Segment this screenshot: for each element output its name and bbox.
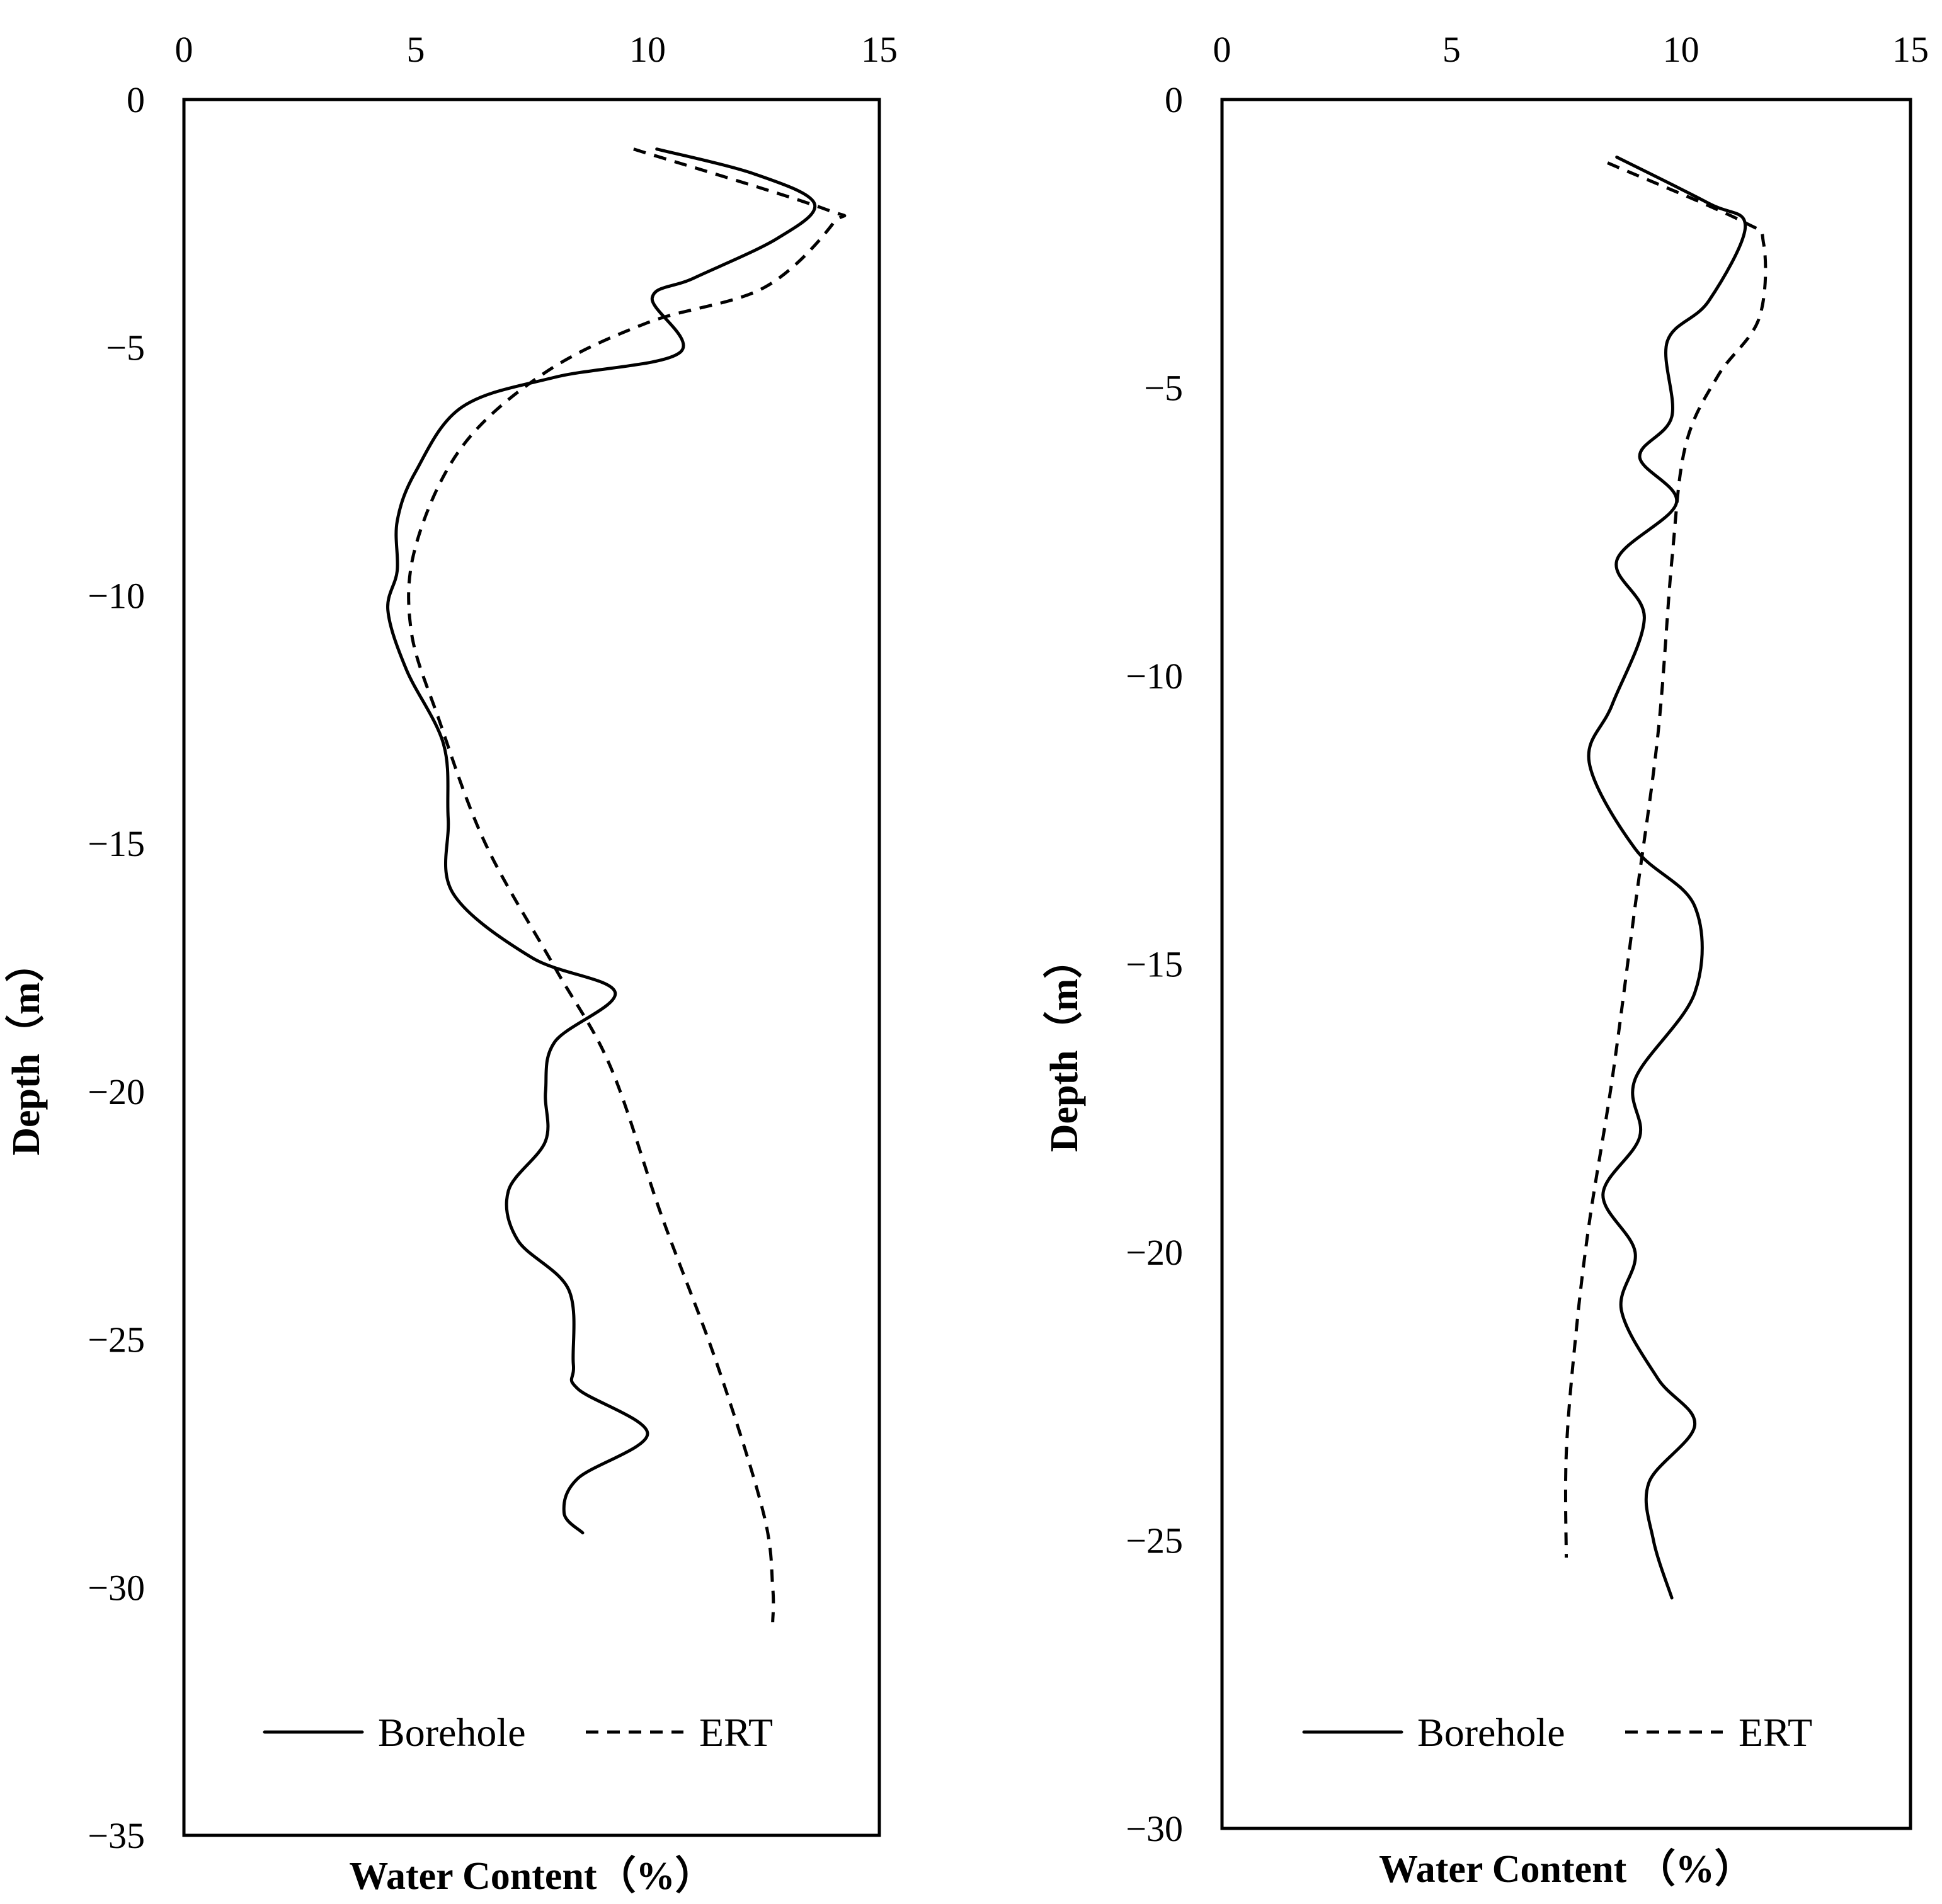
x-tick-label: 10 [1663, 29, 1699, 70]
x-tick-label: 5 [1442, 29, 1461, 70]
x-axis-label: Water Content（%） [349, 1854, 714, 1898]
y-tick-label: −15 [88, 823, 145, 864]
left-depth-profile-chart: 0 5 10 15 0 −5 −10 −15 −20 −25 −30 −35 Water Content… [4, 29, 898, 1898]
x-tick-label: 5 [407, 29, 425, 70]
series-line-ert [1563, 161, 1768, 1558]
legend-label-ert: ERT [699, 1710, 773, 1755]
y-tick-label: −25 [1126, 1520, 1183, 1561]
legend-label-borehole: Borehole [1417, 1710, 1565, 1755]
x-tick-label: 15 [861, 29, 898, 70]
y-tick-label: −15 [1126, 944, 1183, 985]
plot-frame [1220, 98, 1912, 1830]
plot-frame [182, 98, 881, 1837]
x-tick-label: 10 [629, 29, 666, 70]
y-tick-label: −30 [88, 1567, 145, 1608]
y-tick-label: −30 [1126, 1808, 1183, 1849]
right-depth-profile-chart: 0 5 10 15 0 −5 −10 −15 −20 −25 −30 Water Content （%… [1042, 29, 1929, 1891]
x-tick-label: 0 [1213, 29, 1231, 70]
series-line-ert [407, 147, 847, 1622]
legend: Borehole ERT [1302, 1710, 1812, 1755]
legend-label-ert: ERT [1739, 1710, 1812, 1755]
x-tick-label: 15 [1892, 29, 1929, 70]
y-tick-label: −5 [106, 328, 145, 368]
y-axis-label: Depth（m） [4, 943, 48, 1156]
y-tick-label: −25 [88, 1320, 145, 1360]
y-tick-label: −5 [1144, 368, 1183, 409]
y-tick-label: −10 [88, 575, 145, 616]
y-tick-label: −10 [1126, 656, 1183, 697]
legend: Borehole ERT [263, 1710, 773, 1755]
y-axis-label: Depth（m） [1042, 940, 1086, 1153]
y-tick-label: 0 [1165, 79, 1183, 120]
y-tick-label: −20 [1126, 1232, 1183, 1273]
x-axis-label: Water Content （%） [1379, 1847, 1754, 1891]
y-tick-label: −20 [88, 1071, 145, 1112]
y-tick-label: −35 [88, 1815, 145, 1856]
series-line-borehole [386, 147, 817, 1535]
series-line-borehole [1587, 156, 1747, 1600]
legend-label-borehole: Borehole [378, 1710, 526, 1755]
x-tick-label: 0 [175, 29, 193, 70]
y-tick-label: 0 [127, 79, 145, 120]
